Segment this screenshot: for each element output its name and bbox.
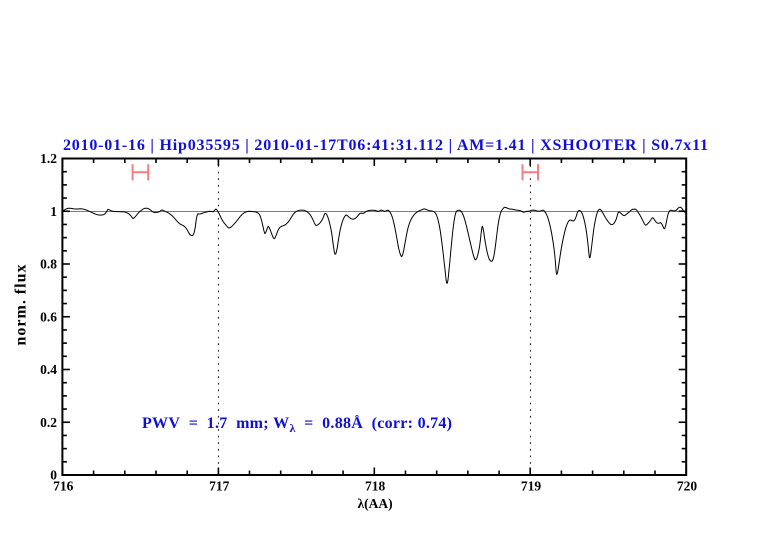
svg-text:1: 1 xyxy=(50,204,57,219)
svg-text:λ(AA): λ(AA) xyxy=(357,496,392,511)
svg-text:720: 720 xyxy=(677,479,698,494)
svg-text:0.4: 0.4 xyxy=(40,362,57,377)
svg-text:norm. flux: norm. flux xyxy=(13,265,30,346)
svg-text:1.2: 1.2 xyxy=(40,151,57,166)
svg-text:0: 0 xyxy=(50,468,57,483)
svg-text:0.8: 0.8 xyxy=(40,257,57,272)
svg-text:717: 717 xyxy=(209,479,230,494)
svg-text:716: 716 xyxy=(53,479,74,494)
svg-text:2010-01-16 | Hip035595 | 2010-: 2010-01-16 | Hip035595 | 2010-01-17T06:4… xyxy=(63,137,708,154)
svg-text:719: 719 xyxy=(521,479,542,494)
svg-text:0.6: 0.6 xyxy=(40,309,57,324)
svg-text:PWV = 1.7 mm; Wλ = 0.88Å: PWV = 1.7 mm; Wλ = 0.88Å (corr: 0.74) xyxy=(142,414,452,435)
svg-text:0.2: 0.2 xyxy=(40,415,57,430)
svg-text:718: 718 xyxy=(365,479,386,494)
